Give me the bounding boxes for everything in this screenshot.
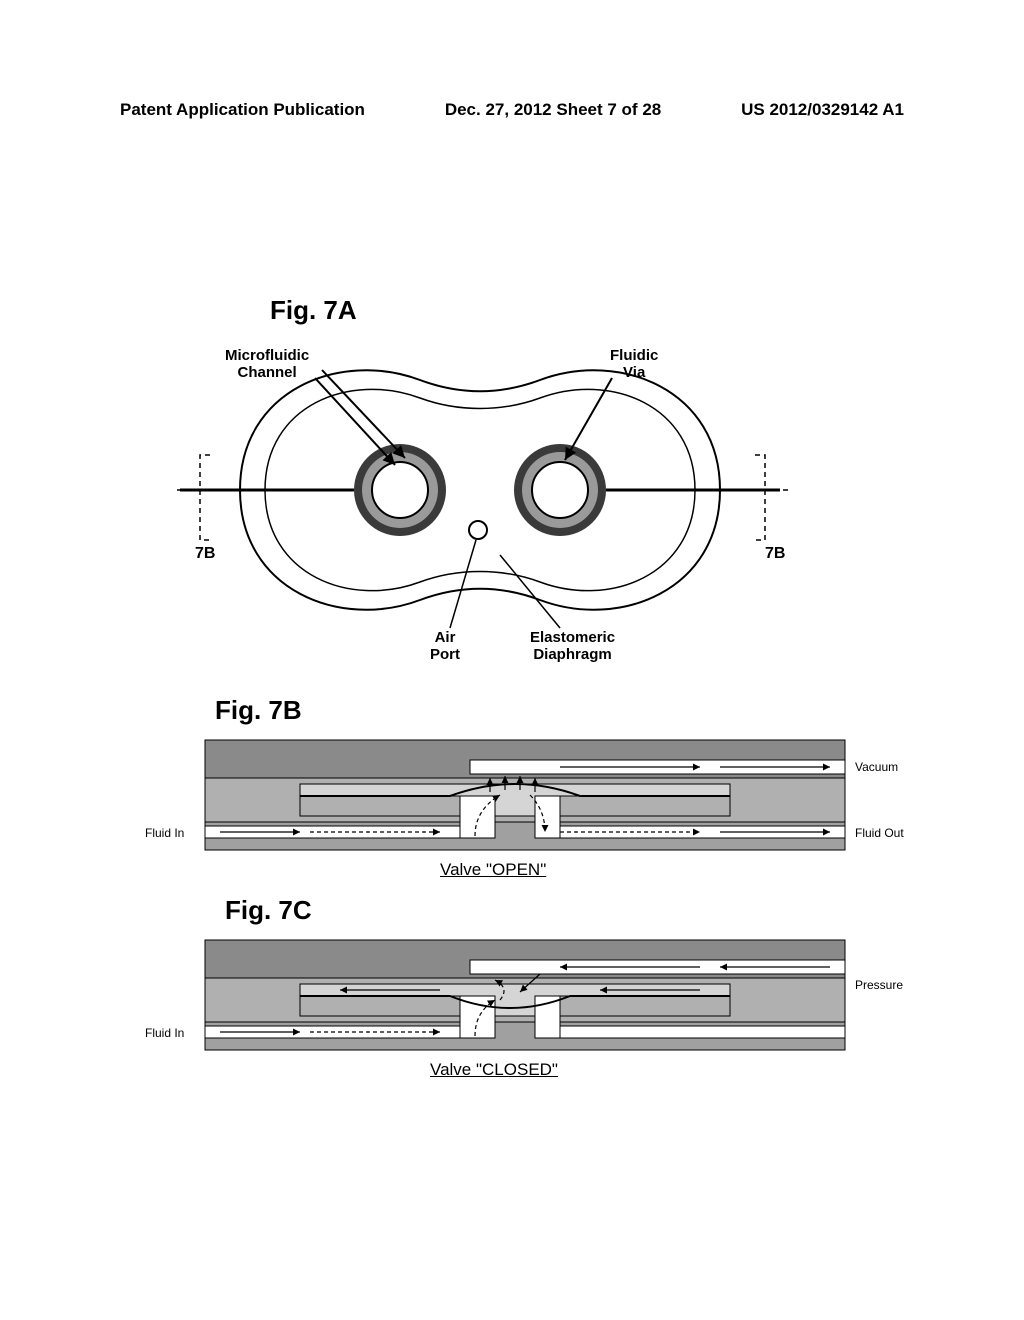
c-caption: Valve "CLOSED": [430, 1060, 558, 1080]
c-seat-right: [560, 996, 730, 1016]
c-pressure-label: Pressure: [855, 978, 903, 992]
fig-7c-diagram: [0, 0, 1024, 1120]
c-fluid-channel-right: [535, 1026, 845, 1038]
c-seat-left: [300, 996, 460, 1016]
c-fluid-in-label: Fluid In: [145, 1026, 184, 1040]
page: Patent Application Publication Dec. 27, …: [0, 0, 1024, 1320]
